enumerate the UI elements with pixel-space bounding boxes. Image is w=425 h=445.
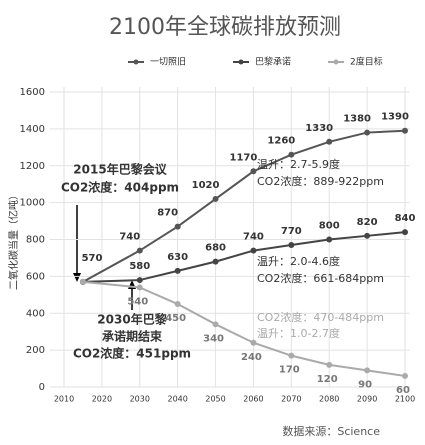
data-label: 840 xyxy=(395,213,416,224)
point xyxy=(288,151,295,158)
data-label: 630 xyxy=(167,252,188,263)
data-label: 1260 xyxy=(267,136,295,147)
annotation: 温升：2.7-5.9度 xyxy=(257,157,340,171)
annotation: CO2浓度：661-684ppm xyxy=(257,271,384,285)
point xyxy=(364,367,371,374)
point xyxy=(250,168,257,175)
point xyxy=(212,195,219,202)
x-tick-label: 2040 xyxy=(167,395,187,404)
y-tick-label: 200 xyxy=(26,345,45,356)
point xyxy=(402,127,408,134)
x-tick-label: 2060 xyxy=(243,395,263,404)
legend-label: 巴黎承诺 xyxy=(255,56,291,68)
point xyxy=(212,321,219,328)
data-label: 340 xyxy=(203,333,224,344)
annotation: 温升：2.0-4.6度 xyxy=(257,254,340,268)
data-label: 820 xyxy=(357,217,378,228)
legend-marker xyxy=(333,59,339,65)
data-label: 540 xyxy=(127,296,148,307)
data-label: 1330 xyxy=(305,123,333,134)
y-tick-label: 800 xyxy=(26,235,45,246)
x-tick-label: 2010 xyxy=(54,395,74,404)
point xyxy=(136,277,143,284)
data-label: 240 xyxy=(241,352,262,363)
point xyxy=(174,223,181,230)
data-label: 870 xyxy=(157,208,178,219)
point xyxy=(250,339,257,346)
point xyxy=(326,236,333,243)
x-tick-label: 2080 xyxy=(319,395,339,404)
x-tick-label: 2090 xyxy=(357,395,377,404)
x-tick-label: 2050 xyxy=(205,395,225,404)
y-tick-label: 1400 xyxy=(20,124,45,135)
annotation: CO2浓度：889-922ppm xyxy=(257,174,384,188)
data-label: 1390 xyxy=(381,112,409,123)
point xyxy=(326,138,333,145)
point xyxy=(136,284,143,291)
point xyxy=(402,229,408,236)
point xyxy=(174,301,181,308)
annotation: 2015年巴黎会议 xyxy=(73,162,167,177)
data-label: 170 xyxy=(279,365,300,376)
point xyxy=(364,232,371,239)
y-tick-label: 600 xyxy=(26,271,45,282)
y-tick-label: 1200 xyxy=(20,161,45,172)
point xyxy=(402,372,408,379)
x-tick-label: 2070 xyxy=(281,395,301,404)
point xyxy=(326,361,333,368)
legend-label: 2度目标 xyxy=(350,56,383,68)
annotation: 2030年巴黎 xyxy=(97,312,166,327)
point xyxy=(79,278,86,285)
data-label: 680 xyxy=(205,243,226,254)
data-label: 740 xyxy=(119,232,140,243)
legend-marker xyxy=(133,59,139,65)
point xyxy=(288,352,295,359)
data-label: 580 xyxy=(129,261,150,272)
point xyxy=(212,258,219,265)
data-label: 450 xyxy=(165,313,186,324)
chart-title: 2100年全球碳排放预测 xyxy=(109,15,341,40)
legend-label: 一切照旧 xyxy=(150,57,186,68)
data-label: 1380 xyxy=(343,114,371,125)
data-label: 740 xyxy=(243,232,264,243)
data-label: 120 xyxy=(317,374,338,385)
y-tick-label: 1000 xyxy=(20,198,45,209)
data-label: 90 xyxy=(358,379,372,390)
annotation: CO2浓度：470-484ppm xyxy=(257,310,384,324)
data-label: 60 xyxy=(396,385,410,396)
point xyxy=(136,247,143,254)
x-tick-label: 2020 xyxy=(92,395,112,404)
point xyxy=(364,129,371,136)
arrow-head xyxy=(73,273,81,282)
source: 数据来源：Science xyxy=(282,424,380,438)
point xyxy=(250,247,257,254)
annotation: CO2浓度：451ppm xyxy=(73,346,191,361)
annotation: CO2浓度：404ppm xyxy=(61,180,179,195)
data-label: 770 xyxy=(281,226,302,237)
legend-marker xyxy=(238,59,244,65)
data-label: 570 xyxy=(82,253,103,264)
point xyxy=(174,267,181,274)
x-tick-label: 2030 xyxy=(130,395,150,404)
annotation: 承诺期结束 xyxy=(102,329,163,344)
y-tick-label: 0 xyxy=(39,382,45,393)
annotation: 温升：1.0-2.7度 xyxy=(257,326,340,340)
data-label: 800 xyxy=(319,221,340,232)
y-tick-label: 1600 xyxy=(20,87,45,98)
data-label: 1170 xyxy=(230,152,258,163)
data-label: 1020 xyxy=(192,180,220,191)
point xyxy=(288,242,295,249)
y-axis-label: 二氧化碳当量（亿吨） xyxy=(7,190,20,290)
y-tick-label: 400 xyxy=(26,308,45,319)
x-tick-label: 2100 xyxy=(395,395,415,404)
